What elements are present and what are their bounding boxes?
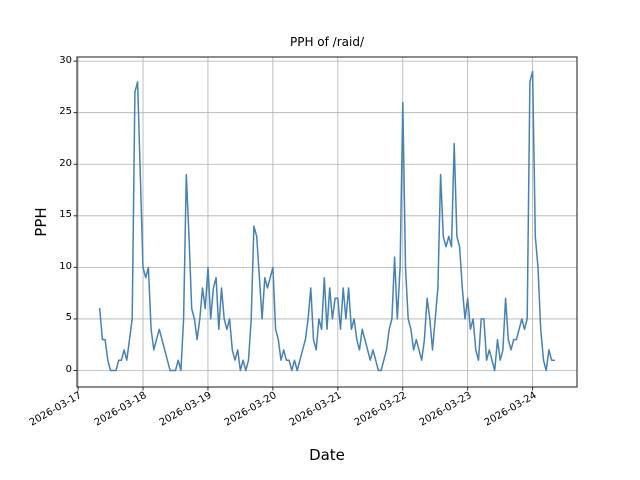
- y-tick-label: 5: [65, 312, 72, 324]
- y-tick-label: 15: [59, 209, 72, 221]
- y-tick-label: 25: [59, 106, 72, 118]
- chart-title: PPH of /raid/: [289, 35, 364, 49]
- data-line-pph: [98, 70, 556, 372]
- y-tick-label: 10: [59, 260, 72, 272]
- x-axis-label: Date: [309, 446, 345, 464]
- axes-box: [76, 56, 578, 388]
- y-tick-label: 30: [59, 54, 72, 66]
- y-tick-label: 0: [65, 364, 72, 375]
- y-tick-label: 20: [59, 157, 72, 169]
